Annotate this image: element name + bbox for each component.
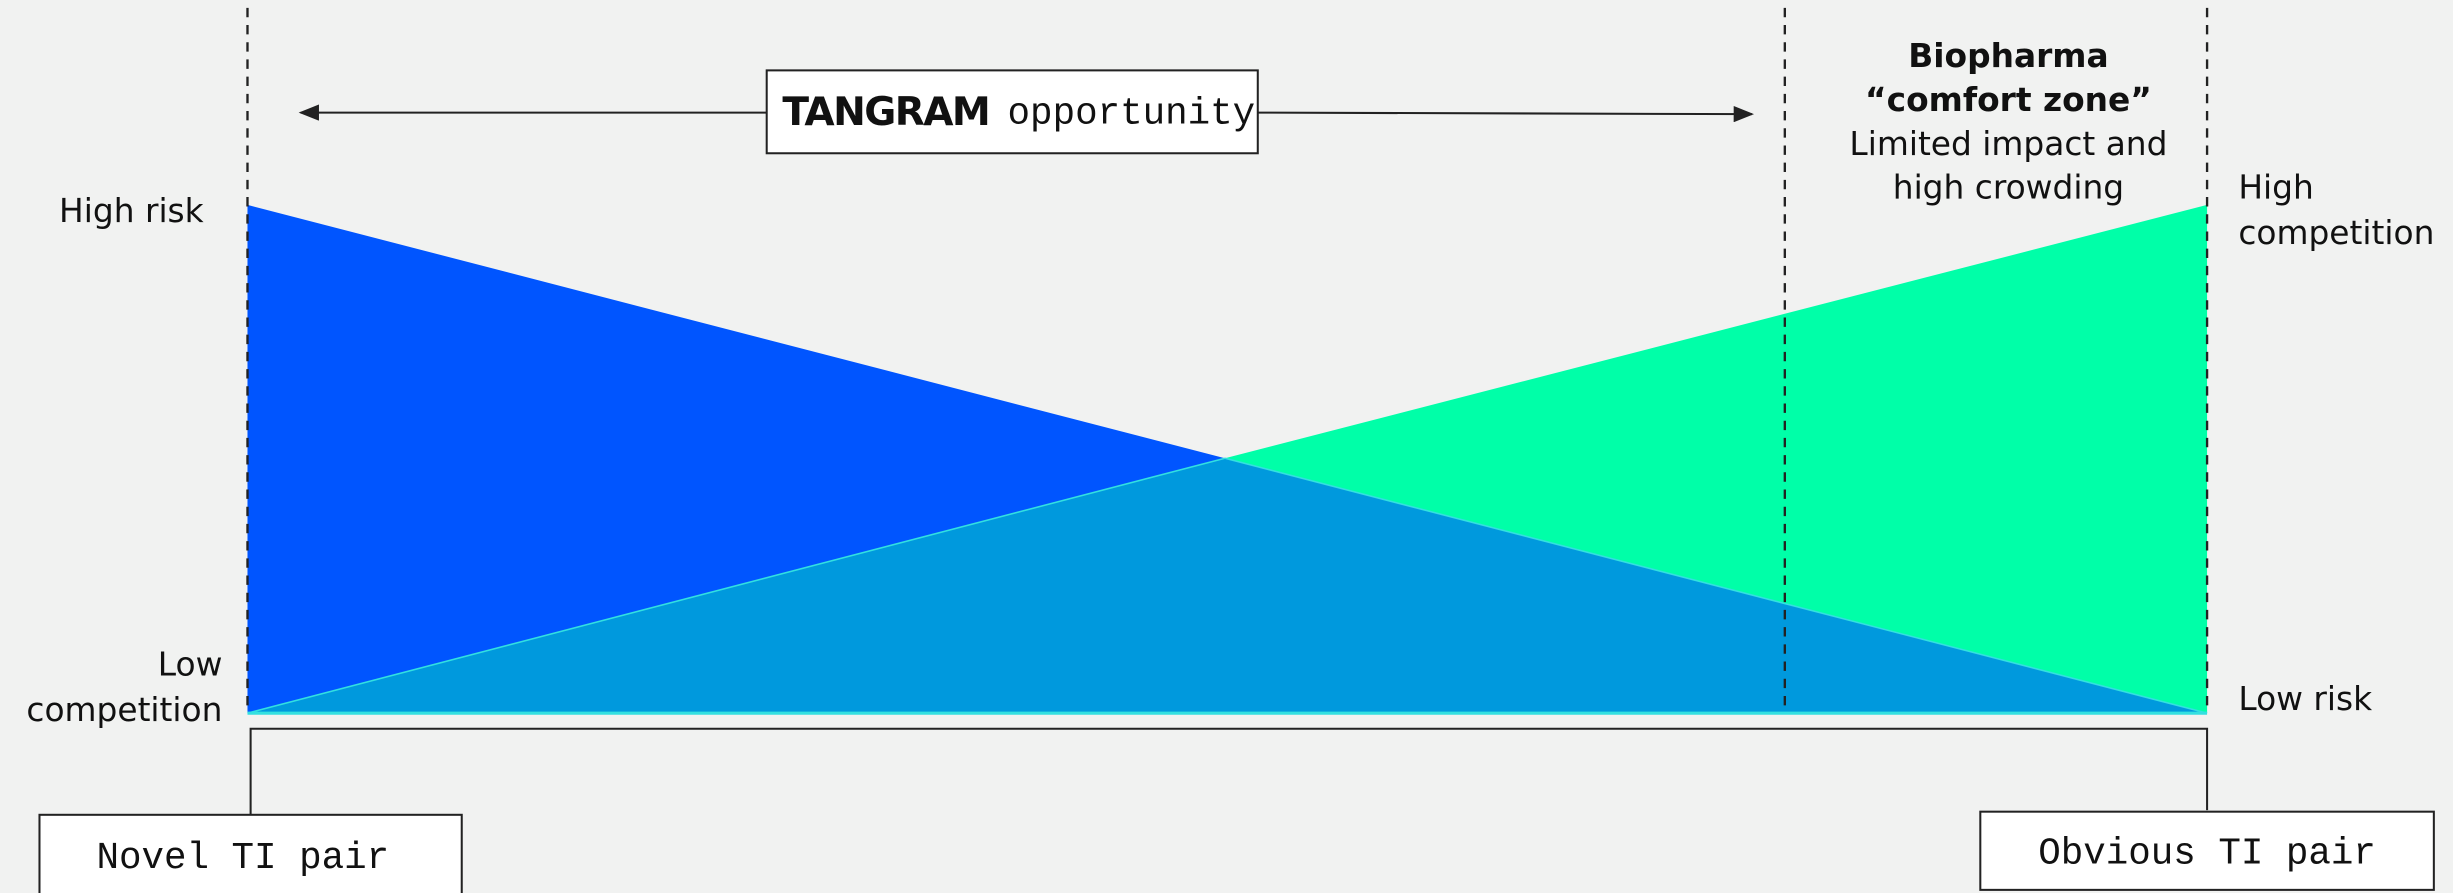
zone-text: high crowding: [1893, 169, 2124, 207]
zone-text: Limited impact and: [1849, 125, 2167, 163]
end-box: [1979, 810, 2435, 891]
banner-text: opportunity: [1008, 94, 1256, 136]
bracket: [249, 727, 2209, 815]
end-box: [38, 813, 463, 893]
overlap-area: [247, 458, 2208, 714]
arrow-right: [1257, 105, 1755, 123]
edge: [247, 457, 1226, 714]
label: High risk: [59, 192, 204, 230]
zone-title: Biopharma: [1908, 37, 2108, 75]
zone-title: “comfort zone”: [1865, 81, 2152, 119]
end-label: Novel TI pair: [96, 838, 389, 880]
label: competition: [26, 691, 222, 729]
risk-area: [247, 204, 1225, 714]
banner-box: [765, 69, 1259, 155]
logo: TANGRAM: [782, 90, 989, 135]
label: High: [2238, 169, 2313, 207]
competition-area: [1224, 204, 2208, 714]
edge: [1224, 457, 2208, 714]
end-label: Obvious TI pair: [2038, 833, 2376, 875]
label: competition: [2238, 214, 2434, 252]
label: Low risk: [2238, 680, 2372, 718]
label: Low: [158, 646, 223, 684]
